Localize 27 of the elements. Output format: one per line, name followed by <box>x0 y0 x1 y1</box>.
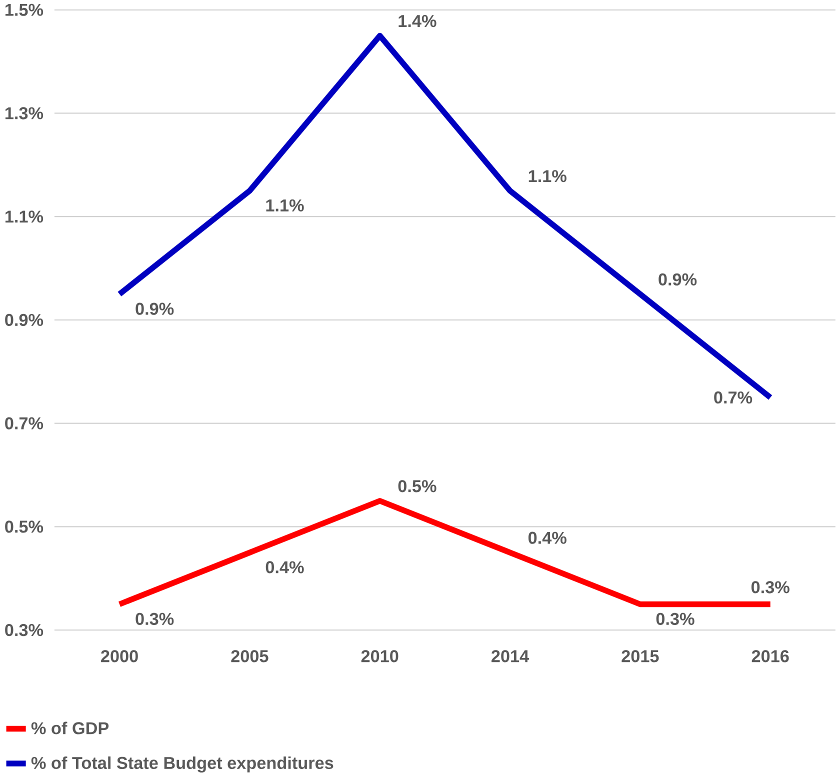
y-tick-label: 1.5% <box>5 4 44 16</box>
y-tick-label: 0.3% <box>5 624 44 636</box>
data-label: 1.1% <box>528 170 566 182</box>
x-tick-label: 2005 <box>231 650 268 662</box>
data-label: 0.9% <box>658 273 697 286</box>
y-tick-label: 0.7% <box>5 417 44 430</box>
y-tick-label: 1.3% <box>5 107 44 120</box>
data-label: 0.4% <box>266 561 304 574</box>
x-tick-label: 2015 <box>622 650 659 662</box>
x-tick-label: 2016 <box>752 650 789 662</box>
data-label: 1.1% <box>266 199 304 212</box>
data-label: 0.3% <box>751 581 790 594</box>
x-tick-label: 2010 <box>361 650 398 662</box>
y-tick-label: 0.9% <box>5 314 44 326</box>
x-tick-label: 2014 <box>492 650 530 662</box>
y-tick-label: 0.5% <box>5 520 44 533</box>
data-label: 0.4% <box>528 532 566 544</box>
legend-label: % of Total State Budget expenditures <box>31 756 334 772</box>
data-label: 0.9% <box>136 302 174 315</box>
y-tick-label: 1.1% <box>5 210 44 223</box>
data-label: 0.5% <box>398 480 436 492</box>
data-label: 0.3% <box>136 612 174 625</box>
data-label: 0.7% <box>714 391 752 404</box>
legend-label: % of GDP <box>31 722 109 734</box>
data-label: 1.4% <box>398 14 436 27</box>
data-label: 0.3% <box>656 612 694 625</box>
x-tick-label: 2000 <box>101 650 138 662</box>
